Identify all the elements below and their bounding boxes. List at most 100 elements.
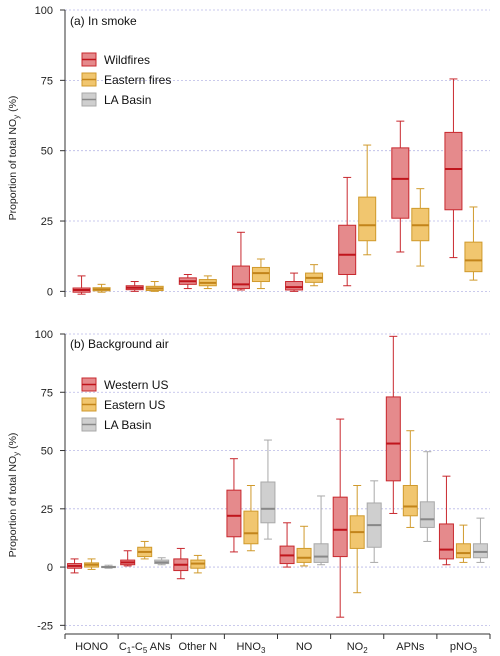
y-tick-label: 50 xyxy=(41,146,53,158)
box-red-5 xyxy=(338,176,357,287)
box-orange-4 xyxy=(305,264,324,287)
panel-b-legend: Western US Eastern US LA Basin xyxy=(81,377,168,432)
y-tick-label: 75 xyxy=(41,75,53,87)
box-red-3 xyxy=(226,458,242,553)
box-red-4 xyxy=(285,272,304,292)
box-red-1 xyxy=(120,550,136,567)
x-axis: HONO C1-C5 ANs Other N HNO3 NO NO2 APNs pNO3 xyxy=(64,633,491,655)
box-red-0 xyxy=(72,275,91,295)
box-iqr xyxy=(391,147,410,219)
y-tick-label: 50 xyxy=(41,446,53,458)
box-red-1 xyxy=(125,281,144,292)
legend-label: Wildfires xyxy=(104,53,150,67)
box-gray-7 xyxy=(472,517,488,563)
panel-b-title: (b) Background air xyxy=(70,337,169,351)
box-iqr xyxy=(243,510,259,545)
box-orange-1 xyxy=(137,540,153,560)
box-iqr xyxy=(385,396,401,482)
y-tick-label: 25 xyxy=(41,216,53,228)
box-orange-7 xyxy=(455,524,471,563)
box-gray-3 xyxy=(260,439,276,540)
box-iqr xyxy=(296,547,312,563)
legend-label: LA Basin xyxy=(104,418,151,432)
panel-a: (a) In smoke 0 25 50 75 100 Wildfires Eastern… xyxy=(7,5,490,298)
box-iqr xyxy=(472,543,488,559)
x-tick-label: NO xyxy=(296,641,313,653)
y-tick-label: 100 xyxy=(35,329,53,341)
panel-b: (b) Background air -25 0 25 50 75 100 Western… xyxy=(7,329,490,632)
box-iqr xyxy=(251,266,270,283)
panel-a-boxes xyxy=(72,78,483,295)
box-gray-0 xyxy=(101,564,117,569)
y-tick-label: 100 xyxy=(35,5,53,17)
box-iqr xyxy=(313,543,329,563)
box-iqr xyxy=(438,523,454,560)
box-red-0 xyxy=(67,558,83,574)
box-orange-1 xyxy=(145,281,164,292)
box-red-2 xyxy=(173,547,189,580)
box-orange-5 xyxy=(349,484,365,594)
legend-label: Eastern fires xyxy=(104,73,171,87)
box-iqr xyxy=(338,224,357,275)
legend-label: Western US xyxy=(104,378,168,392)
panel-b-y-axis: -25 0 25 50 75 100 xyxy=(35,329,66,632)
panel-b-grid xyxy=(65,333,490,626)
box-orange-7 xyxy=(464,206,483,281)
panel-a-y-axis-label: Proportion of total NOy (%) xyxy=(7,96,21,221)
x-tick-label: HONO xyxy=(75,641,108,653)
box-red-6 xyxy=(385,335,401,514)
box-iqr xyxy=(402,484,418,517)
legend-label: Eastern US xyxy=(104,398,165,412)
x-tick-label: APNs xyxy=(396,641,425,653)
box-orange-2 xyxy=(190,554,206,574)
box-gray-4 xyxy=(313,495,329,566)
panel-a-grid xyxy=(65,9,490,292)
box-red-7 xyxy=(438,475,454,566)
box-iqr xyxy=(285,281,304,291)
box-red-7 xyxy=(444,78,463,259)
y-tick-label: 0 xyxy=(47,286,53,298)
box-iqr xyxy=(231,265,250,290)
x-tick-label: NO2 xyxy=(347,641,369,655)
box-iqr xyxy=(332,496,348,558)
box-red-6 xyxy=(391,120,410,253)
panel-a-y-axis: 0 25 50 75 100 xyxy=(35,5,66,298)
x-tick-label: C1-C5 ANs xyxy=(119,641,171,655)
box-orange-6 xyxy=(411,188,430,267)
x-tick-label: HNO3 xyxy=(236,641,265,655)
box-orange-5 xyxy=(358,144,377,256)
box-orange-0 xyxy=(84,558,100,570)
x-tick-label: pNO3 xyxy=(450,641,478,655)
panel-b-boxes xyxy=(67,335,488,618)
box-gray-1 xyxy=(154,557,170,566)
panel-a-title: (a) In smoke xyxy=(70,14,137,28)
box-iqr xyxy=(455,543,471,559)
box-iqr xyxy=(464,241,483,273)
legend-label: LA Basin xyxy=(104,93,151,107)
box-orange-2 xyxy=(198,275,217,290)
box-orange-0 xyxy=(92,283,111,293)
box-iqr xyxy=(260,481,276,524)
panel-a-legend: Wildfires Eastern fires LA Basin xyxy=(81,52,171,107)
box-orange-3 xyxy=(243,484,259,552)
box-iqr xyxy=(444,131,463,211)
box-red-2 xyxy=(178,273,197,290)
y-tick-label: 25 xyxy=(41,504,53,516)
box-gray-6 xyxy=(419,451,435,542)
box-gray-5 xyxy=(366,480,382,563)
box-iqr xyxy=(226,489,242,538)
y-tick-label: -25 xyxy=(37,620,53,632)
box-red-5 xyxy=(332,418,348,618)
box-orange-4 xyxy=(296,525,312,567)
box-orange-3 xyxy=(251,258,270,290)
x-tick-label: Other N xyxy=(179,641,218,653)
box-orange-6 xyxy=(402,430,418,528)
y-tick-label: 0 xyxy=(47,562,53,574)
box-red-4 xyxy=(279,522,295,568)
box-iqr xyxy=(419,501,435,528)
panel-b-y-axis-label: Proportion of total NOy (%) xyxy=(7,433,21,558)
box-red-3 xyxy=(231,231,250,291)
box-iqr xyxy=(358,196,377,242)
y-tick-label: 75 xyxy=(41,387,53,399)
